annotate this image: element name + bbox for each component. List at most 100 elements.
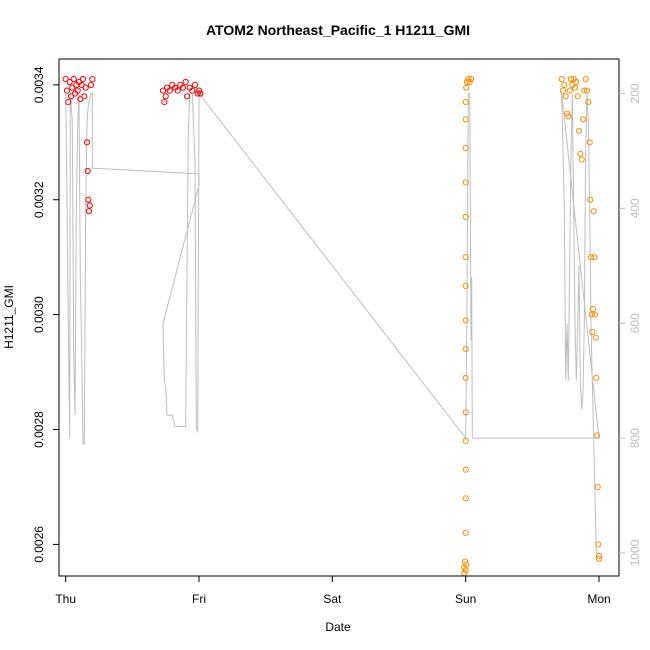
data-point-orange [587, 254, 595, 261]
data-point-orange [463, 561, 470, 568]
data-point-orange [585, 99, 592, 106]
data-point-red [77, 96, 84, 103]
data-point-red [66, 78, 73, 86]
y2-tick-label: 200 [628, 83, 642, 103]
data-point-orange [462, 116, 469, 123]
plot-frame [58, 58, 620, 577]
data-point-orange [581, 87, 588, 94]
data-point-orange [462, 374, 469, 381]
data-point-orange [588, 311, 595, 318]
y-tick-label: 0.0028 [32, 411, 46, 448]
data-point-orange [595, 541, 602, 548]
chart-title: ATOM2 Northeast_Pacific_1 H1211_GMI [206, 22, 470, 38]
x-axis-label: Date [325, 620, 351, 634]
data-point-red [65, 99, 72, 106]
data-point-red [195, 87, 203, 94]
data-point-red [174, 87, 181, 94]
x-tick-label: Thu [55, 592, 76, 606]
data-point-orange [462, 317, 469, 324]
data-point-red [69, 84, 76, 91]
data-point-orange [595, 555, 603, 562]
data-point-red [78, 81, 85, 89]
y-tick-label: 0.0034 [32, 66, 46, 103]
data-point-orange [589, 305, 597, 312]
data-point-orange [573, 78, 580, 86]
data-point-red [89, 76, 96, 83]
data-point-orange [575, 127, 583, 134]
data-point-orange [465, 76, 472, 83]
data-point-orange [577, 150, 584, 157]
data-point-orange [591, 254, 598, 261]
data-point-orange [591, 311, 599, 318]
data-point-orange [467, 76, 475, 83]
x-axis: Thu Fri Sat Sun Mon [55, 576, 611, 606]
data-point-red [83, 139, 91, 146]
data-point-red [182, 78, 189, 86]
y2-tick-label: 600 [628, 313, 642, 333]
data-point-orange [462, 437, 469, 445]
data-point-orange [589, 328, 596, 335]
y-axis-label: H1211_GMI [2, 285, 16, 349]
data-point-orange [593, 374, 600, 381]
data-point-red [166, 87, 173, 94]
data-point-orange [592, 334, 599, 341]
data-point-orange [582, 76, 589, 83]
data-point-red [62, 76, 69, 83]
data-point-orange [462, 144, 469, 152]
data-point-orange [586, 139, 593, 146]
data-point-red [79, 76, 87, 83]
data-point-red [82, 84, 89, 91]
data-point-orange [462, 179, 469, 186]
y-tick-label: 0.0032 [32, 181, 46, 218]
data-point-red [81, 93, 88, 100]
y2-tick-label: 1000 [628, 539, 642, 566]
data-point-red [161, 99, 168, 106]
data-point-orange [595, 552, 603, 560]
data-point-red [162, 93, 169, 100]
x-tick-label: Mon [587, 592, 610, 606]
data-point-orange [593, 432, 601, 439]
data-point-orange [462, 529, 469, 537]
data-point-red [63, 87, 71, 94]
data-point-red [183, 93, 191, 100]
data-point-orange [594, 483, 601, 491]
data-point-red [189, 87, 196, 94]
data-point-orange [461, 558, 469, 565]
data-point-orange [462, 282, 469, 289]
data-point-red [85, 208, 93, 215]
data-point-orange [462, 466, 469, 473]
data-point-red [194, 90, 201, 97]
data-point-orange [462, 495, 469, 502]
data-point-orange [462, 346, 469, 353]
data-point-red [197, 90, 204, 97]
data-point-orange [561, 81, 568, 89]
data-point-orange [567, 76, 575, 83]
data-point-orange [462, 99, 469, 106]
data-point-red [70, 76, 77, 83]
data-point-red [159, 87, 167, 94]
data-point-orange [466, 78, 473, 86]
y-tick-label: 0.0030 [32, 296, 46, 333]
data-point-orange [565, 113, 572, 120]
y-axis: 0.0026 0.0028 0.0030 0.0032 0.0034 [32, 66, 59, 563]
data-point-orange [463, 84, 470, 91]
y-tick-label: 0.0026 [32, 526, 46, 563]
data-point-red [179, 84, 187, 91]
y2-tick-label: 800 [628, 428, 642, 448]
data-point-orange [590, 208, 597, 215]
data-point-red [84, 167, 91, 175]
data-point-orange [583, 87, 591, 94]
data-point-red [191, 81, 199, 89]
x-tick-label: Fri [192, 592, 206, 606]
data-point-red [87, 81, 95, 89]
data-point-red [67, 93, 75, 100]
data-point-orange [574, 93, 581, 100]
data-point-orange [562, 93, 569, 100]
x-tick-label: Sun [455, 592, 476, 606]
data-point-orange [462, 409, 469, 416]
y2-tick-label: 400 [628, 198, 642, 218]
data-point-orange [462, 254, 469, 261]
